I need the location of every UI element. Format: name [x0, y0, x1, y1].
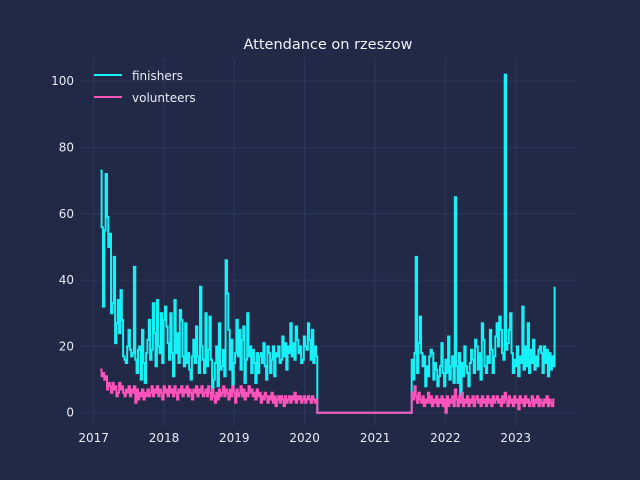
y-tick-label: 100 — [51, 74, 74, 88]
x-tick-label: 2022 — [430, 431, 461, 445]
y-tick-label: 20 — [59, 339, 74, 353]
legend-label-volunteers: volunteers — [132, 91, 196, 105]
x-tick-label: 2020 — [289, 431, 320, 445]
series-line-volunteers — [100, 368, 555, 414]
y-tick-label: 60 — [59, 207, 74, 221]
x-tick-label: 2017 — [78, 431, 109, 445]
series-layer — [100, 73, 556, 414]
legend: finishers volunteers — [94, 69, 196, 105]
grid — [80, 58, 576, 426]
y-tick-label: 40 — [59, 273, 74, 287]
x-tick-label: 2021 — [360, 431, 391, 445]
x-tick-label: 2019 — [219, 431, 250, 445]
legend-label-finishers: finishers — [132, 69, 183, 83]
series-line-finishers — [100, 73, 556, 414]
x-tick-label: 2018 — [149, 431, 180, 445]
x-tick-label: 2023 — [500, 431, 531, 445]
chart-title: Attendance on rzeszow — [244, 37, 413, 53]
y-axis-ticks: 0 20 40 60 80 100 — [51, 74, 74, 420]
x-axis-ticks: 2017 2018 2019 2020 2021 2022 2023 — [78, 431, 531, 445]
y-tick-label: 0 — [66, 406, 74, 420]
y-tick-label: 80 — [59, 141, 74, 155]
